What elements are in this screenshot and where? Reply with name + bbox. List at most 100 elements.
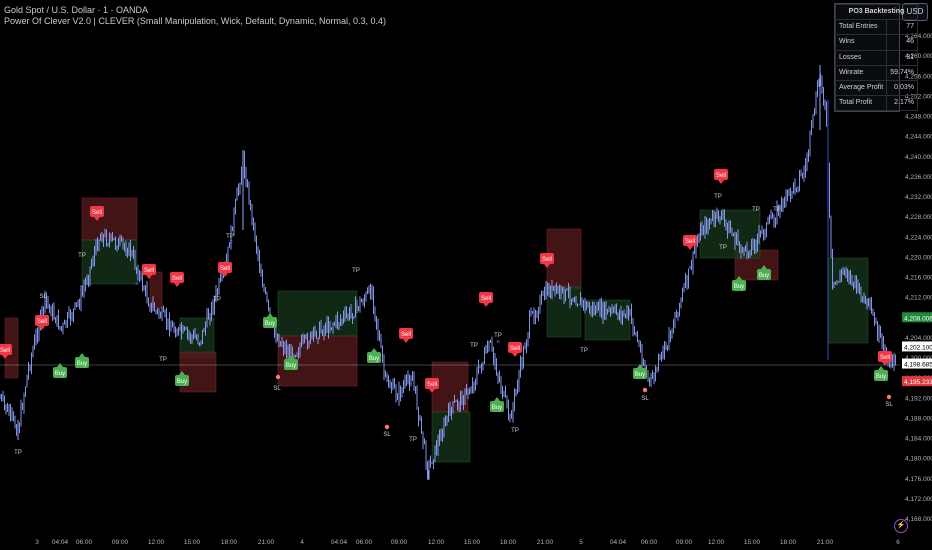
buy-zone (827, 257, 869, 344)
buy-marker[interactable] (175, 375, 189, 386)
sl-label: SL (383, 432, 391, 438)
buy-label: Buy (77, 361, 87, 367)
price-tick-label: 4,248.000 (905, 114, 932, 121)
sell-label: Sell (685, 239, 695, 245)
time-tick-label: 15:00 (464, 539, 481, 546)
sell-marker[interactable] (540, 253, 554, 264)
buy-marker[interactable] (75, 357, 89, 368)
sell-marker[interactable] (878, 351, 892, 362)
buy-marker-pointer (637, 364, 643, 368)
cross-icon: × (496, 339, 500, 346)
buy-marker-pointer (179, 371, 185, 375)
time-tick-label: 12:00 (148, 539, 165, 546)
buy-marker[interactable] (633, 368, 647, 379)
buy-marker[interactable] (732, 280, 746, 291)
sell-marker-pointer (222, 273, 228, 277)
buy-marker-pointer (878, 366, 884, 370)
sell-label: Sell (427, 382, 437, 388)
sell-marker[interactable] (714, 169, 728, 180)
sell-marker[interactable] (508, 342, 522, 353)
time-tick-label: 15:00 (744, 539, 761, 546)
sell-label: Sell (37, 319, 47, 325)
time-tick-label: 09:00 (391, 539, 408, 546)
sell-marker-pointer (39, 326, 45, 330)
price-tick-label: 4,176.000 (905, 476, 932, 483)
indicator-legend[interactable]: Power Of Clever V2.0 | CLEVER (Small Man… (4, 16, 386, 26)
price-tick-label: 4,184.000 (905, 436, 932, 443)
sell-label: Sell (481, 296, 491, 302)
sell-marker[interactable] (0, 344, 12, 355)
price-tick-label: 4,236.000 (905, 174, 932, 181)
time-tick-label: 21:00 (817, 539, 834, 546)
buy-marker[interactable] (490, 401, 504, 412)
buy-marker[interactable] (284, 359, 298, 370)
sell-marker[interactable] (35, 315, 49, 326)
sell-marker-pointer (2, 355, 8, 359)
sell-marker[interactable] (218, 262, 232, 273)
price-tick-label: 4,180.000 (905, 456, 932, 463)
price-badge-label: 4,202.100 (904, 344, 932, 351)
buy-marker[interactable] (367, 352, 381, 363)
sell-marker-pointer (403, 339, 409, 343)
sl-dot (275, 374, 281, 380)
backtest-label: Losses (834, 49, 888, 66)
tp-label: TP (494, 333, 502, 339)
buy-label: Buy (635, 372, 645, 378)
sell-marker[interactable] (683, 235, 697, 246)
time-tick-label: 12:00 (428, 539, 445, 546)
price-tick-label: 4,244.000 (905, 134, 932, 141)
tp-label: TP (226, 234, 234, 240)
price-badge (902, 358, 932, 369)
buy-marker[interactable] (263, 317, 277, 328)
sell-label: Sell (542, 257, 552, 263)
sell-marker-pointer (146, 275, 152, 279)
sell-marker[interactable] (170, 272, 184, 283)
buy-marker-pointer (494, 397, 500, 401)
price-tick-label: 4,172.000 (905, 496, 932, 503)
buy-marker-pointer (267, 313, 273, 317)
sl-dot (384, 424, 390, 430)
tp-label: TP (511, 428, 519, 434)
price-tick-label: 4,260.000 (905, 53, 932, 60)
tp-label: TP (719, 245, 727, 251)
price-tick-label: 4,252.000 (905, 93, 932, 100)
price-badge (902, 376, 932, 387)
buy-marker[interactable] (53, 367, 67, 378)
time-tick-label: 3 (35, 539, 39, 546)
backtest-value: 31 (886, 49, 918, 66)
cross-icon: × (135, 281, 139, 288)
tradingview-logo-icon[interactable]: ⚡ (894, 519, 908, 533)
buy-marker-pointer (371, 348, 377, 352)
tp-label: TP (773, 207, 781, 213)
time-tick-label: 12:00 (708, 539, 725, 546)
sl-label: SL (641, 396, 649, 402)
time-tick-label: 18:00 (780, 539, 797, 546)
symbol-title[interactable]: Gold Spot / U.S. Dollar · 1 · OANDA (4, 5, 149, 15)
sell-marker-pointer (882, 362, 888, 366)
time-tick-label: 04:04 (52, 539, 69, 546)
price-tick-label: 4,204.000 (905, 335, 932, 342)
sell-marker[interactable] (90, 206, 104, 217)
price-tick-label: 4,264.000 (905, 33, 932, 40)
price-badge-label: 4,208.006 (904, 315, 932, 322)
tp-label: TP (213, 297, 221, 303)
sell-marker[interactable] (399, 328, 413, 339)
tp-label: TP (159, 357, 167, 363)
sell-label: Sell (172, 276, 182, 282)
sell-marker[interactable] (425, 378, 439, 389)
buy-marker[interactable] (874, 370, 888, 381)
time-tick-label: 09:00 (676, 539, 693, 546)
buy-marker[interactable] (757, 269, 771, 280)
sell-marker[interactable] (479, 292, 493, 303)
sl-label: SL (273, 386, 281, 392)
time-tick-label: 15:00 (184, 539, 201, 546)
backtest-label: Total Entries (834, 19, 888, 36)
buy-marker-pointer (736, 276, 742, 280)
backtest-value: 77 (886, 19, 918, 36)
sell-label: Sell (510, 346, 520, 352)
sl-dot (642, 387, 648, 393)
sell-marker[interactable] (142, 264, 156, 275)
time-tick-label: 21:00 (537, 539, 554, 546)
